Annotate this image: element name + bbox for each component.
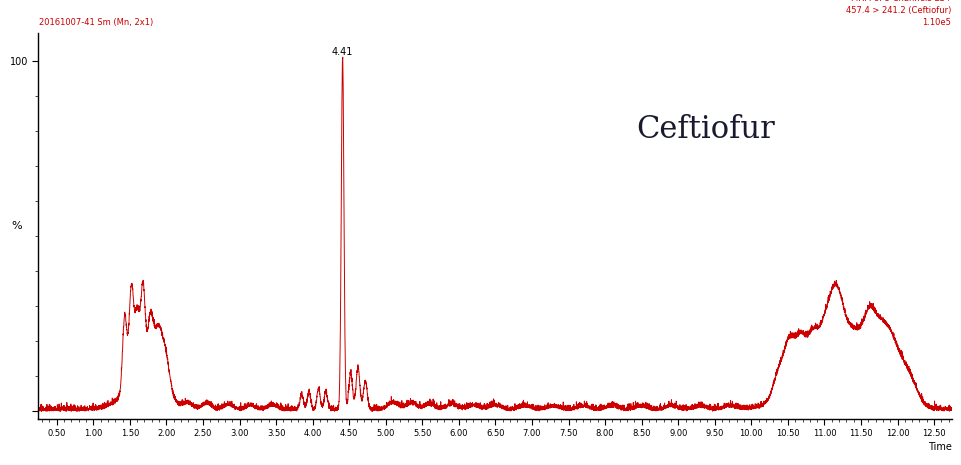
Text: %: %: [12, 220, 22, 231]
Text: Ceftiofur: Ceftiofur: [635, 113, 775, 145]
Text: MRM of 5 Channels ES+
457.4 > 241.2 (Ceftiofur)
1.10e5: MRM of 5 Channels ES+ 457.4 > 241.2 (Cef…: [846, 0, 950, 27]
Text: Time: Time: [927, 442, 951, 452]
Text: 4.41: 4.41: [332, 47, 353, 57]
Text: 20161007-41 Sm (Mn, 2x1): 20161007-41 Sm (Mn, 2x1): [39, 18, 154, 27]
